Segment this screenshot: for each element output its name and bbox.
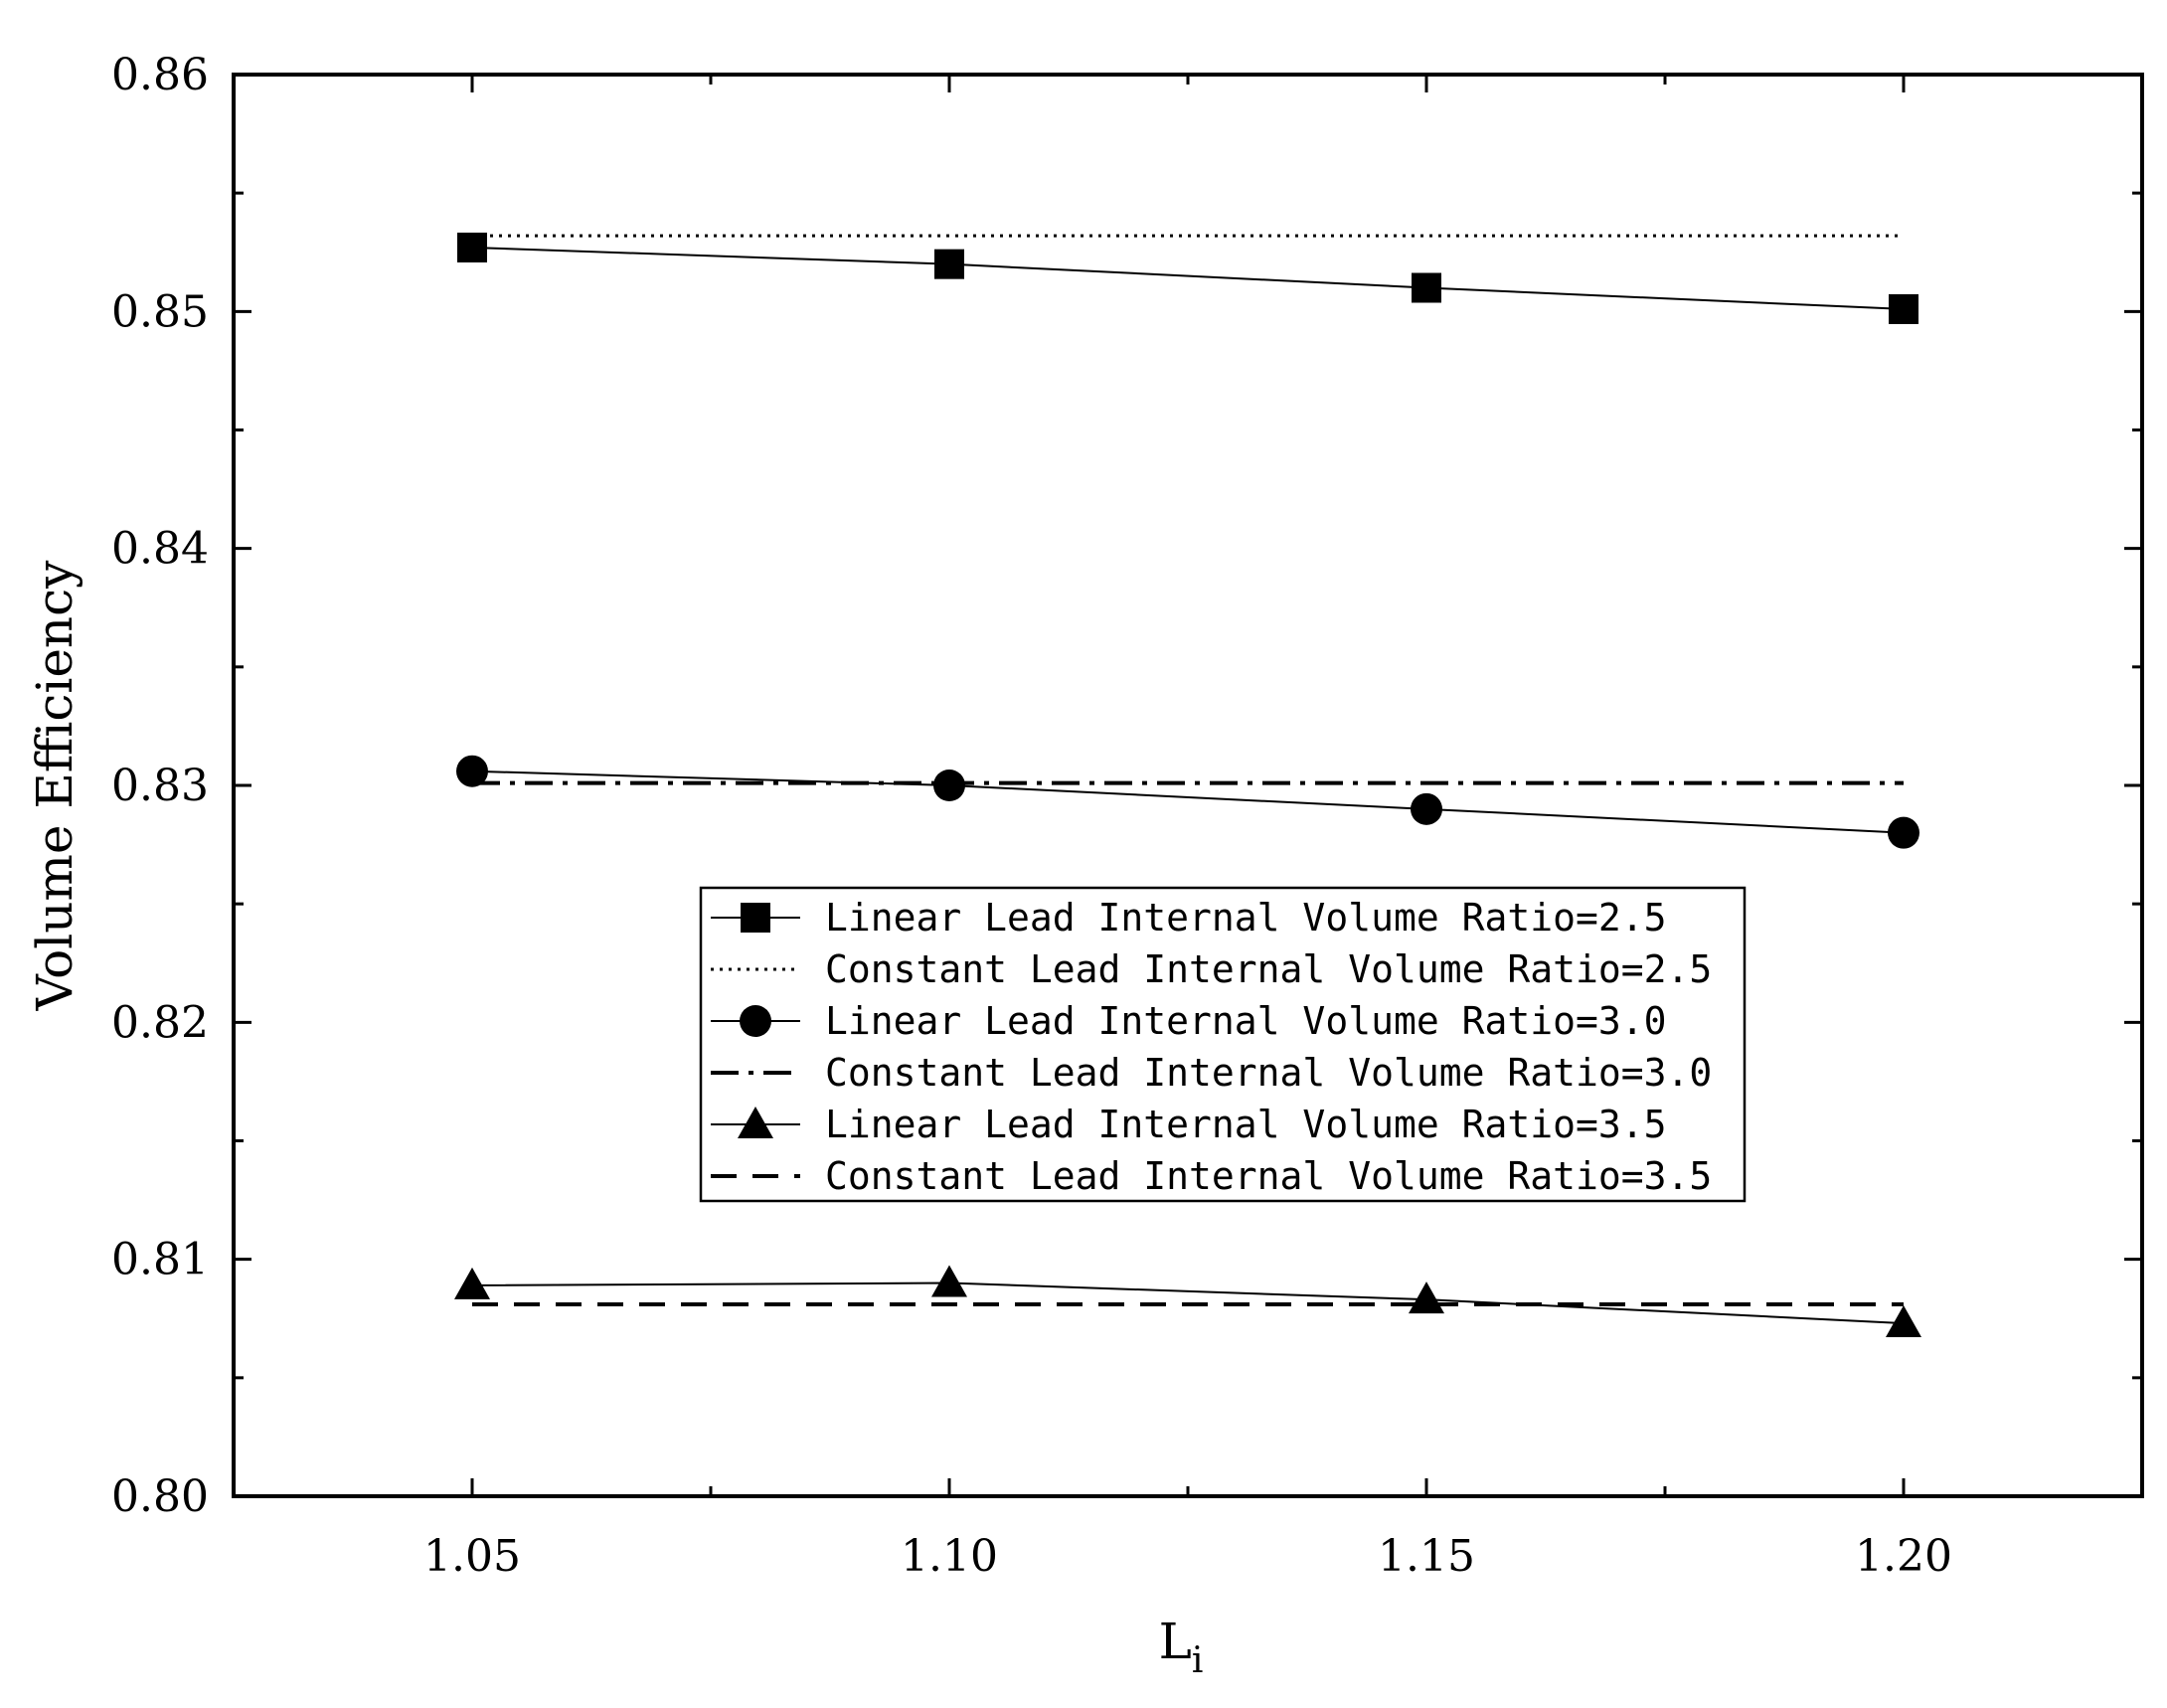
y-tick-label: 0.82 — [111, 997, 209, 1048]
data-point-square — [934, 249, 964, 279]
x-tick-label: 1.05 — [423, 1531, 521, 1582]
ticks-layer: 1.05 1.10 1.15 1.20 0.80 0.81 0.82 0.83 0.84 0.85… — [111, 50, 2144, 1582]
x-tick-label: 1.20 — [1855, 1531, 1952, 1582]
data-point-circle — [933, 769, 965, 801]
series-5 — [454, 1265, 1921, 1338]
legend-swatch-marker — [738, 1107, 773, 1138]
data-point-triangle — [1409, 1281, 1444, 1314]
data-point-circle — [1888, 816, 1919, 849]
legend-label: Linear Lead Internal Volume Ratio=2.5 — [825, 896, 1666, 939]
y-axis-title: Volume Efficiency — [26, 560, 83, 1012]
y-tick-label: 0.83 — [111, 761, 209, 811]
series-1 — [457, 232, 1918, 324]
legend-item: Constant Lead Internal Volume Ratio=3.0 — [711, 1051, 1712, 1095]
legend-item: Linear Lead Internal Volume Ratio=3.0 — [711, 999, 1666, 1043]
x-tick-label: 1.15 — [1378, 1531, 1475, 1582]
legend-item: Linear Lead Internal Volume Ratio=2.5 — [711, 896, 1666, 939]
plot-frame — [232, 73, 2144, 1498]
series-3 — [456, 755, 1919, 849]
series-line — [471, 1281, 1905, 1325]
data-point-triangle — [931, 1265, 967, 1297]
x-tick-label: 1.10 — [901, 1531, 998, 1582]
legend-label: Linear Lead Internal Volume Ratio=3.5 — [825, 1103, 1666, 1146]
series-layer — [454, 232, 1921, 1338]
legend-swatch-marker — [741, 903, 770, 933]
series-line — [471, 246, 1905, 310]
data-point-square — [457, 232, 487, 262]
data-point-circle — [1411, 792, 1442, 825]
x-axis-title: Li — [1159, 1613, 1204, 1681]
y-tick-label: 0.85 — [111, 286, 209, 337]
legend-items: Linear Lead Internal Volume Ratio=2.5 Con… — [711, 896, 1712, 1198]
legend-label: Constant Lead Internal Volume Ratio=3.5 — [825, 1154, 1712, 1198]
legend-item: Linear Lead Internal Volume Ratio=3.5 — [711, 1103, 1666, 1146]
x-axis-title-subscript: i — [1192, 1640, 1204, 1681]
legend-label: Constant Lead Internal Volume Ratio=2.5 — [825, 947, 1712, 991]
data-point-square — [1889, 293, 1918, 324]
legend-item: Constant Lead Internal Volume Ratio=3.5 — [711, 1154, 1712, 1198]
legend-item: Constant Lead Internal Volume Ratio=2.5 — [711, 947, 1712, 991]
legend-label: Linear Lead Internal Volume Ratio=3.0 — [825, 999, 1666, 1043]
y-tick-label: 0.86 — [111, 50, 209, 100]
y-tick-label: 0.84 — [111, 524, 209, 575]
series-line — [471, 769, 1905, 834]
legend-frame — [699, 886, 1747, 1203]
legend: Linear Lead Internal Volume Ratio=2.5 Con… — [699, 886, 1747, 1203]
data-point-triangle — [1886, 1305, 1921, 1338]
data-point-triangle — [454, 1267, 490, 1299]
y-tick-label: 0.80 — [111, 1471, 209, 1522]
data-point-circle — [456, 755, 488, 787]
legend-swatch-marker — [740, 1005, 771, 1037]
y-tick-label: 0.81 — [111, 1235, 209, 1285]
data-point-square — [1412, 272, 1441, 303]
legend-label: Constant Lead Internal Volume Ratio=3.0 — [825, 1051, 1712, 1095]
x-axis-title-main: L — [1159, 1613, 1192, 1670]
